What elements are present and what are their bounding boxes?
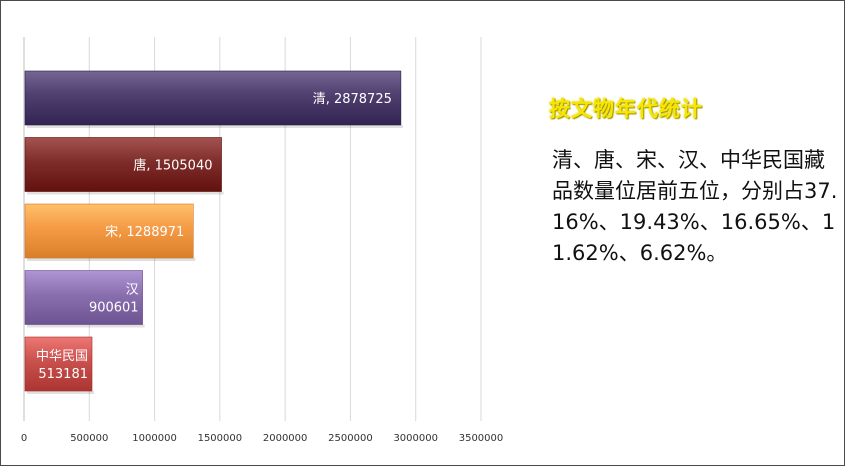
data-label: 宋, 1288971 (105, 225, 184, 240)
x-tick-label: 3000000 (393, 433, 438, 444)
bar-shadow (27, 125, 403, 128)
bar-shadow (27, 391, 95, 394)
summary-text: 清、唐、宋、汉、中华民国藏品数量位居前五位，分别占37.16%、19.43%、1… (552, 148, 838, 265)
data-label: 清, 2878725 (313, 92, 392, 107)
x-tick-label: 2000000 (263, 433, 308, 444)
bar-3 (24, 270, 143, 325)
bar-2 (24, 203, 194, 259)
data-label-category: 汉 (126, 283, 139, 298)
x-axis-ticks: 0 500000 1000000 1500000 2000000 2500000 30000… (21, 433, 503, 444)
bars (24, 70, 403, 394)
bar-0 (24, 70, 402, 126)
x-tick-label: 2500000 (328, 433, 373, 444)
data-label-value: 900601 (89, 301, 139, 316)
data-labels: 清, 2878725 唐, 1505040 宋, 1288971 汉 900601 中华民… (36, 92, 392, 382)
bar-shadow (27, 324, 145, 328)
bar-shadow (27, 191, 224, 195)
data-label-value: 513181 (38, 367, 88, 382)
bar-shadow (27, 258, 196, 261)
x-tick-label: 1000000 (132, 433, 177, 444)
x-tick-label: 1500000 (198, 433, 243, 444)
side-title: 按文物年代统计 (549, 97, 703, 121)
bar-chart: 清, 2878725 唐, 1505040 宋, 1288971 汉 900601 中华民… (21, 37, 503, 444)
data-label: 唐, 1505040 (133, 158, 212, 174)
x-tick-label: 3500000 (459, 433, 504, 444)
bar-4 (24, 336, 93, 392)
x-tick-label: 500000 (70, 433, 108, 444)
x-tick-label: 0 (21, 433, 27, 444)
bar-1 (24, 137, 222, 192)
data-label-category: 中华民国 (36, 349, 88, 364)
